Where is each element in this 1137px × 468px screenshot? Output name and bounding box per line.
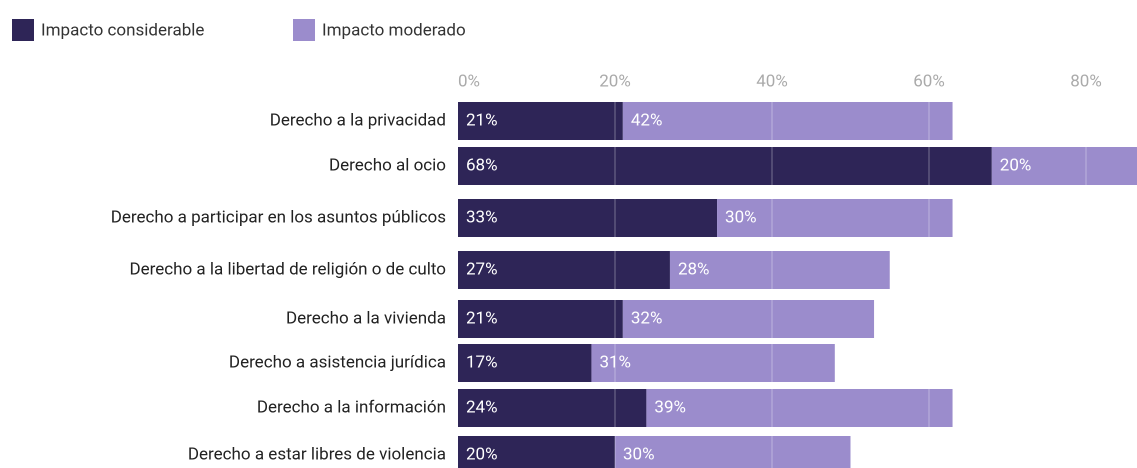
value-label: 28% (678, 259, 710, 279)
bar-segment (991, 147, 1137, 185)
bar-segment (615, 436, 851, 468)
value-label: 31% (599, 352, 631, 372)
category-label: Derecho a la vivienda (286, 308, 446, 328)
category-label: Derecho a asistencia jurídica (229, 352, 446, 372)
value-label: 20% (466, 444, 498, 464)
category-label: Derecho a la libertad de religión o de c… (129, 259, 446, 279)
bar-segment (458, 102, 623, 140)
legend-label: Impacto moderado (322, 20, 466, 40)
category-label: Derecho a la privacidad (270, 110, 446, 130)
bar-segment (646, 389, 953, 427)
value-label: 32% (631, 308, 663, 328)
x-tick-label: 20% (599, 71, 631, 91)
value-label: 21% (466, 308, 498, 328)
bar-segment (458, 147, 992, 185)
value-label: 42% (631, 110, 663, 130)
bar-segment (458, 389, 647, 427)
value-label: 33% (466, 207, 498, 227)
legend-swatch (12, 19, 34, 41)
x-tick-label: 0% (458, 71, 480, 91)
value-label: 20% (1000, 155, 1032, 175)
value-label: 17% (466, 352, 498, 372)
bar-segment (458, 199, 718, 237)
bar-segment (458, 344, 592, 382)
bar-segment (622, 300, 875, 338)
bar-segment (458, 251, 670, 289)
bar-segment (622, 102, 953, 140)
value-label: 27% (466, 259, 498, 279)
category-label: Derecho a estar libres de violencia (188, 444, 446, 464)
x-tick-label: 60% (913, 71, 945, 91)
value-label: 24% (466, 397, 498, 417)
category-label: Derecho a la información (257, 397, 446, 417)
x-tick-label: 80% (1070, 71, 1102, 91)
bar-segment (669, 251, 890, 289)
category-label: Derecho a participar en los asuntos públ… (111, 207, 446, 227)
value-label: 39% (654, 397, 686, 417)
x-tick-label: 40% (756, 71, 788, 91)
bar-segment (717, 199, 953, 237)
value-label: 21% (466, 110, 498, 130)
value-label: 30% (725, 207, 757, 227)
value-label: 30% (623, 444, 655, 464)
value-label: 68% (466, 155, 498, 175)
legend-label: Impacto considerable (41, 20, 204, 40)
bar-segment (591, 344, 835, 382)
bar-segment (458, 436, 615, 468)
legend-swatch (293, 19, 315, 41)
bar-segment (458, 300, 623, 338)
category-label: Derecho al ocio (329, 155, 446, 175)
